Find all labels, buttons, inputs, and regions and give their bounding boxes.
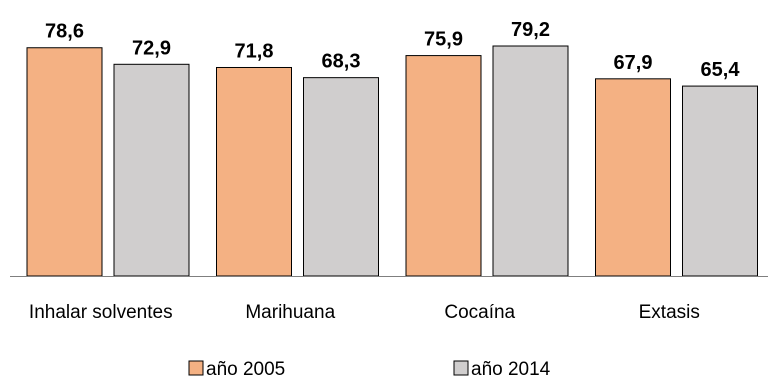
- value-label: 71,8: [235, 40, 274, 62]
- bar-cocaína-s1: [405, 55, 482, 277]
- value-label: 79,2: [511, 19, 550, 41]
- bar-marihuana-s1: [216, 66, 292, 277]
- legend: año 2005 año 2014: [188, 359, 551, 380]
- bar-inhalar-solventes-s1: [26, 47, 103, 277]
- bar-inhalar-solventes-s2: [113, 63, 190, 277]
- legend-swatch: [188, 360, 204, 376]
- bars-layer: [26, 45, 758, 277]
- value-label: 78,6: [45, 21, 84, 43]
- bar-marihuana-s2: [303, 77, 379, 277]
- value-label: 67,9: [614, 52, 653, 74]
- legend-label: año 2014: [471, 359, 551, 380]
- value-label: 75,9: [424, 29, 463, 51]
- category-label: Inhalar solventes: [29, 302, 173, 323]
- bar-cocaína-s2: [492, 45, 569, 277]
- bar-extasis-s1: [595, 78, 671, 277]
- legend-label: año 2005: [206, 359, 285, 380]
- value-label: 72,9: [132, 37, 171, 59]
- value-labels-layer: 78,6 72,9 71,8 68,3 75,9 79,2 67,9 65,4: [45, 19, 740, 81]
- value-label: 68,3: [322, 51, 361, 73]
- category-label: Extasis: [639, 302, 700, 323]
- value-label: 65,4: [701, 59, 741, 81]
- category-labels-layer: Inhalar solventes Marihuana Cocaína Extasis: [29, 302, 700, 323]
- category-label: Marihuana: [245, 302, 335, 323]
- bar-extasis-s2: [682, 85, 758, 277]
- legend-swatch: [453, 360, 469, 376]
- category-label: Cocaína: [444, 302, 515, 323]
